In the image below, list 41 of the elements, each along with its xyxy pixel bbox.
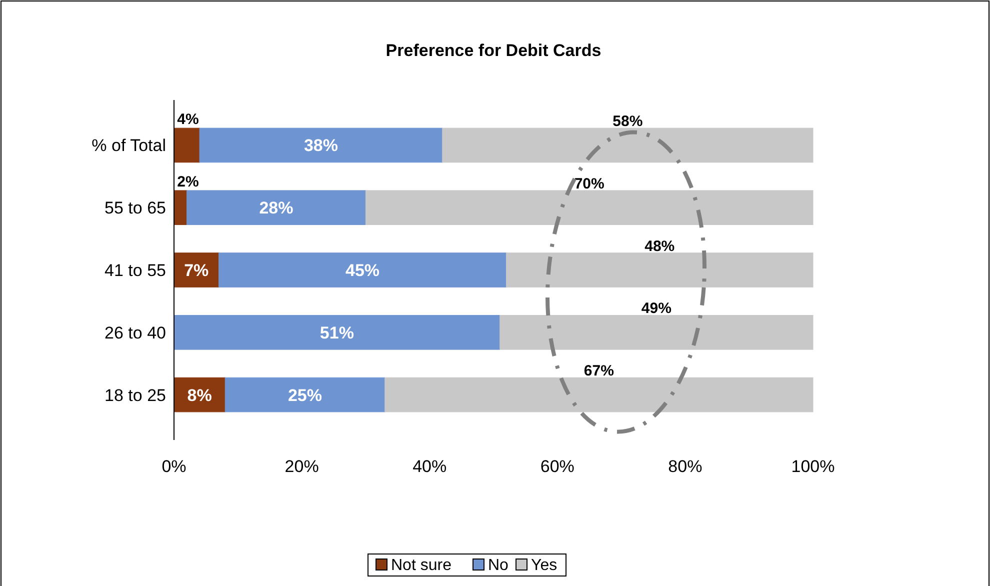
bar [174,190,188,226]
y-tick-label: 41 to 55 [104,261,166,280]
data-label: 38% [304,136,338,156]
bar [442,128,814,163]
data-label: 45% [345,261,380,280]
bar [365,190,814,226]
chart-title: Preference for Debit Cards [386,41,602,60]
y-tick-label: 26 to 40 [104,323,166,342]
data-label: 51% [320,323,354,342]
bar [199,128,443,163]
y-tick-label: 55 to 65 [104,198,166,218]
bar [186,190,366,226]
x-tick-label: 100% [791,457,835,476]
data-label: 58% [612,113,643,130]
bar [500,314,814,350]
data-label: 25% [288,386,322,405]
data-label: 28% [259,198,294,218]
bar [174,314,500,350]
data-label: 48% [644,238,675,255]
data-label: 8% [187,386,212,405]
legend-label: Yes [531,557,558,574]
bar [218,252,507,288]
data-label: 7% [184,261,209,280]
x-tick-label: 80% [668,457,702,476]
data-label: 2% [177,173,199,190]
x-tick-label: 0% [162,457,186,476]
legend-label: Not sure [391,557,452,574]
bar [174,128,200,163]
legend-label: No [488,557,509,574]
data-label: 4% [177,111,199,128]
x-tick-label: 40% [412,457,447,476]
bar [506,252,814,288]
x-tick-label: 60% [540,457,574,476]
x-tick-label: 20% [284,457,319,476]
y-tick-label: 18 to 25 [104,386,166,405]
bar [384,377,814,412]
y-tick-label: % of Total [92,136,166,156]
data-label: 49% [641,300,672,318]
data-label: 70% [574,175,604,192]
data-label: 67% [584,362,614,380]
bar [224,377,386,412]
